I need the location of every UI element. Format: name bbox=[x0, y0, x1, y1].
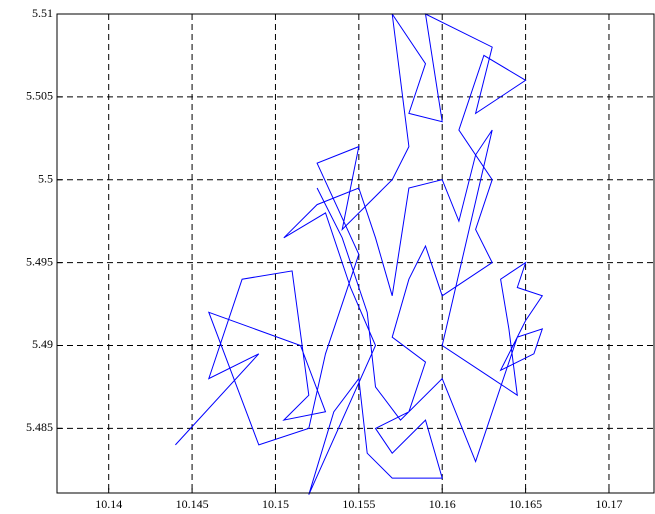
plot-frame bbox=[56, 13, 655, 494]
plot-area bbox=[57, 14, 654, 493]
y-tick-label: 5.5 bbox=[38, 171, 53, 185]
y-tick-label: 5.505 bbox=[26, 89, 53, 103]
x-tick-label: 10.145 bbox=[176, 497, 209, 511]
x-tick-label: 10.165 bbox=[509, 497, 542, 511]
x-tick-label: 10.155 bbox=[342, 497, 375, 511]
y-tick-label: 5.51 bbox=[32, 6, 53, 20]
y-tick-label: 5.485 bbox=[26, 420, 53, 434]
data-line bbox=[175, 13, 544, 495]
y-tick-label: 5.495 bbox=[26, 254, 53, 268]
x-tick-label: 10.17 bbox=[595, 497, 622, 511]
x-tick-label: 10.15 bbox=[262, 497, 289, 511]
y-tick-label: 5.49 bbox=[32, 337, 53, 351]
x-tick-label: 10.14 bbox=[95, 497, 122, 511]
x-tick-label: 10.16 bbox=[429, 497, 456, 511]
